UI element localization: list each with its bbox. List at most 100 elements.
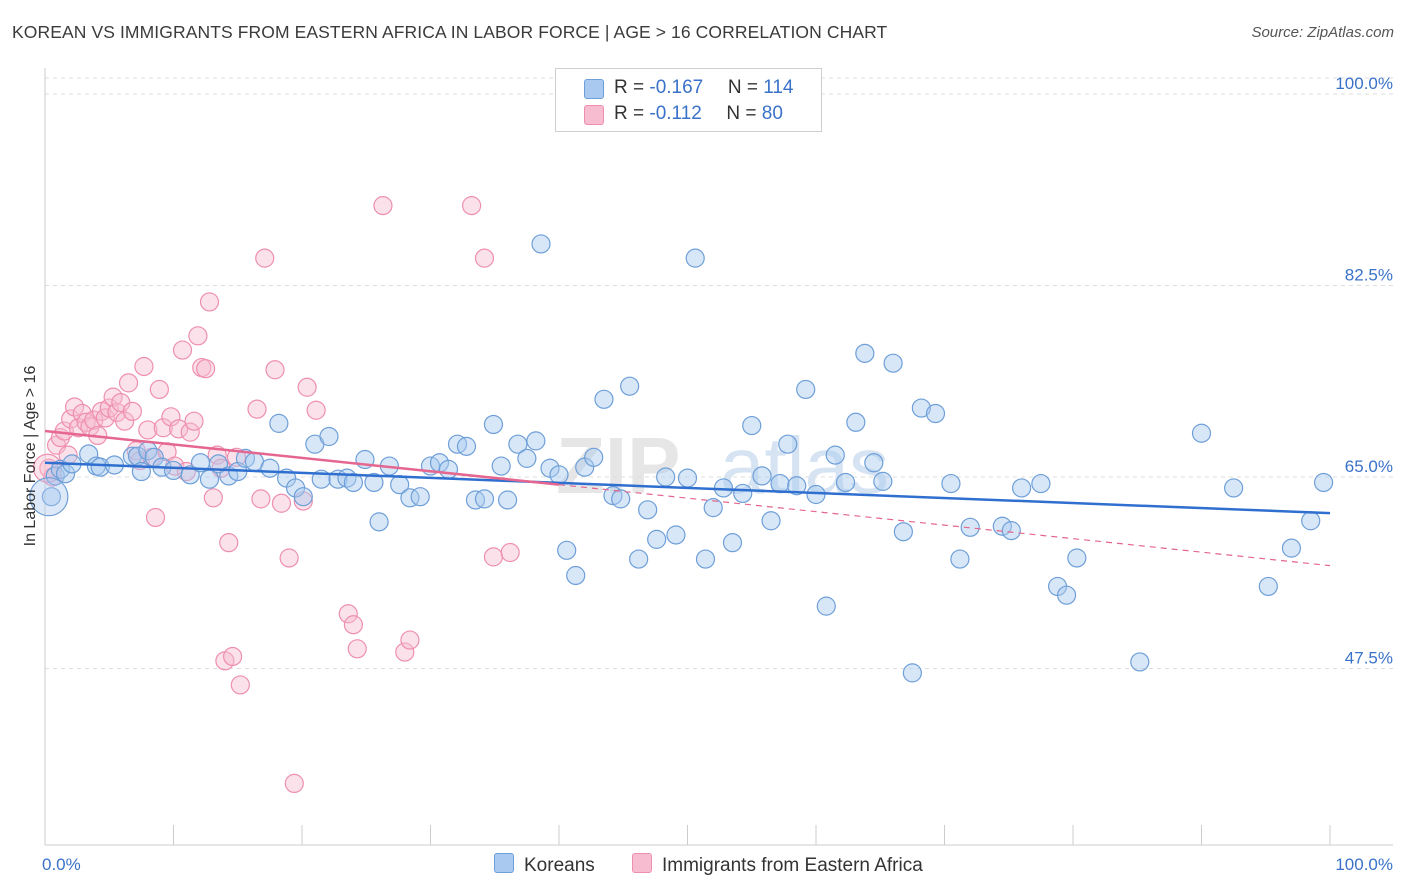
korean-point bbox=[483, 414, 504, 435]
tick-labels: 47.5% 65.0% 82.5% 100.0% 0.0% 100.0% bbox=[42, 74, 1393, 874]
series-swatch-koreans bbox=[494, 853, 514, 873]
y-tick-label: 100.0% bbox=[1335, 74, 1393, 93]
korean-point bbox=[269, 413, 289, 433]
korean-point bbox=[517, 448, 537, 468]
series-label-eastern-africa: Immigrants from Eastern Africa bbox=[662, 855, 923, 876]
korean-point bbox=[677, 468, 698, 488]
eastern-africa-point bbox=[230, 675, 250, 695]
korean-point bbox=[219, 466, 239, 486]
korean-point bbox=[911, 398, 931, 418]
legend-n-value: 114 bbox=[763, 77, 794, 98]
legend-swatch-eastern-africa bbox=[584, 105, 604, 125]
legend-n-value: 80 bbox=[761, 103, 783, 124]
korean-point bbox=[549, 465, 569, 485]
korean-point bbox=[960, 517, 980, 537]
eastern-africa-point bbox=[134, 356, 154, 377]
korean-point bbox=[611, 489, 631, 509]
korean-point bbox=[835, 472, 856, 493]
eastern-africa-point bbox=[279, 548, 299, 568]
korean-point bbox=[1011, 478, 1032, 498]
korean-point bbox=[925, 403, 946, 424]
korean-point bbox=[1258, 576, 1278, 597]
eastern-africa-points bbox=[32, 196, 520, 794]
korean-point bbox=[855, 343, 875, 363]
eastern-africa-point bbox=[247, 399, 267, 419]
eastern-africa-point bbox=[284, 773, 304, 794]
x-tick-label-max: 100.0% bbox=[1335, 855, 1393, 874]
eastern-africa-point bbox=[474, 248, 495, 268]
legend-r-label: R = bbox=[614, 103, 650, 124]
korean-point bbox=[1301, 511, 1321, 531]
korean-point bbox=[369, 512, 389, 532]
eastern-africa-point bbox=[145, 507, 166, 528]
korean-point bbox=[770, 473, 790, 494]
y-tick-label: 47.5% bbox=[1345, 649, 1393, 668]
korean-point bbox=[1031, 473, 1051, 494]
eastern-africa-point bbox=[338, 604, 358, 624]
korean-point bbox=[79, 444, 99, 464]
korean-point bbox=[1313, 472, 1334, 493]
korean-point bbox=[1191, 423, 1212, 443]
korean-point bbox=[806, 484, 826, 505]
korean-point bbox=[752, 466, 772, 486]
korean-point bbox=[695, 549, 716, 569]
korean-point bbox=[902, 663, 922, 683]
eastern-africa-trend-extension bbox=[558, 484, 1331, 567]
korean-point bbox=[364, 472, 384, 493]
eastern-africa-point bbox=[255, 248, 275, 268]
korean-point bbox=[1281, 538, 1302, 558]
eastern-africa-point bbox=[169, 419, 189, 439]
korean-point bbox=[629, 549, 649, 569]
korean-point bbox=[620, 376, 640, 396]
legend-r-label: R = bbox=[614, 77, 650, 98]
eastern-africa-point bbox=[373, 196, 393, 216]
koreans-trend-line bbox=[44, 461, 1331, 515]
eastern-africa-point bbox=[153, 418, 173, 438]
eastern-africa-point bbox=[180, 422, 200, 442]
series-legend-koreans: Koreans bbox=[494, 853, 595, 877]
korean-point bbox=[638, 500, 658, 520]
eastern-africa-point bbox=[219, 533, 239, 553]
eastern-africa-point bbox=[203, 488, 223, 508]
eastern-africa-point bbox=[395, 642, 415, 662]
korean-point bbox=[90, 457, 110, 477]
eastern-africa-point bbox=[462, 196, 482, 216]
eastern-africa-point bbox=[306, 400, 326, 420]
eastern-africa-point bbox=[483, 547, 504, 567]
chart-title: KOREAN VS IMMIGRANTS FROM EASTERN AFRICA… bbox=[12, 22, 888, 42]
korean-point bbox=[594, 389, 614, 409]
korean-point bbox=[778, 434, 798, 454]
korean-point bbox=[761, 511, 781, 531]
eastern-africa-point bbox=[115, 411, 135, 431]
legend-n-label: N = bbox=[726, 103, 762, 124]
eastern-africa-point bbox=[184, 411, 204, 431]
eastern-africa-trend-line bbox=[44, 429, 560, 486]
eastern-africa-point bbox=[95, 408, 115, 428]
eastern-africa-point bbox=[188, 326, 208, 346]
eastern-africa-point bbox=[265, 360, 285, 380]
source-note: Source: ZipAtlas.com bbox=[1251, 24, 1394, 41]
eastern-africa-point bbox=[343, 615, 363, 635]
eastern-africa-point bbox=[149, 379, 169, 400]
eastern-africa-point bbox=[347, 639, 367, 659]
series-label-koreans: Koreans bbox=[524, 855, 595, 876]
eastern-africa-point bbox=[271, 493, 292, 513]
korean-point bbox=[584, 447, 604, 467]
korean-point bbox=[950, 549, 970, 569]
koreans-points bbox=[29, 234, 1334, 683]
x-tick-label-min: 0.0% bbox=[42, 855, 81, 874]
korean-point bbox=[1067, 548, 1087, 568]
korean-point bbox=[647, 529, 667, 549]
korean-point bbox=[816, 596, 836, 616]
trend-lines bbox=[44, 429, 1331, 567]
korean-point bbox=[742, 415, 762, 436]
eastern-africa-point bbox=[161, 407, 181, 427]
korean-point bbox=[733, 483, 753, 504]
eastern-africa-point bbox=[297, 377, 317, 397]
korean-point bbox=[410, 487, 430, 507]
korean-point bbox=[343, 472, 363, 493]
gridlines bbox=[45, 77, 1393, 669]
eastern-africa-point bbox=[196, 359, 216, 379]
korean-point bbox=[787, 476, 807, 496]
